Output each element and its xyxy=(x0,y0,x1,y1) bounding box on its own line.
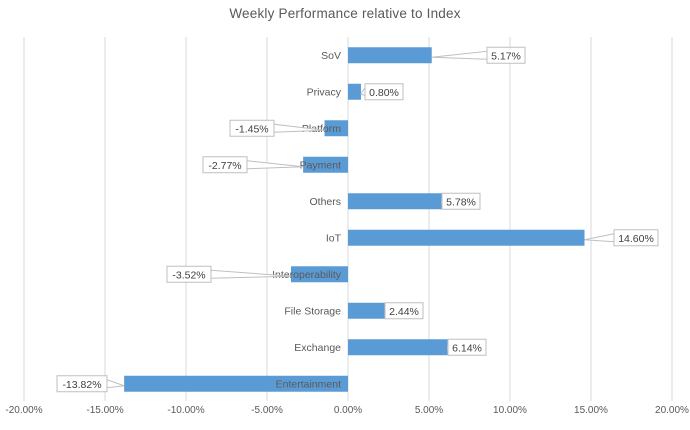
category-label-entertainment: Entertainment xyxy=(276,378,341,390)
x-tick-label: -5.00% xyxy=(251,405,283,416)
x-tick-label: 0.00% xyxy=(334,405,362,416)
x-tick-label: 15.00% xyxy=(574,405,608,416)
data-label-platform: -1.45% xyxy=(235,123,268,135)
leader-line xyxy=(360,86,366,97)
leader-line xyxy=(106,379,125,389)
data-label-box xyxy=(613,229,659,247)
leader-line xyxy=(584,233,615,243)
category-label-platform: Platform xyxy=(302,123,341,135)
bar-sov xyxy=(348,47,432,64)
category-label-exchange: Exchange xyxy=(294,342,341,354)
x-tick-label: -20.00% xyxy=(5,405,42,416)
data-label-box xyxy=(384,302,424,320)
category-label-iot: IoT xyxy=(326,232,342,244)
data-label-box xyxy=(166,265,212,283)
bar-privacy xyxy=(348,83,361,100)
data-label-payment: -2.77% xyxy=(208,160,241,172)
bar-payment xyxy=(303,156,348,173)
category-label-others: Others xyxy=(309,196,341,208)
category-label-file-storage: File Storage xyxy=(284,305,341,317)
bar-exchange xyxy=(348,339,448,356)
x-tick-label: 10.00% xyxy=(493,405,527,416)
data-label-others: 5.78% xyxy=(446,196,476,208)
x-tick-label: -15.00% xyxy=(86,405,123,416)
chart-title: Weekly Performance relative to Index xyxy=(229,6,461,21)
data-label-entertainment: -13.82% xyxy=(62,379,101,391)
data-label-sov: 5.17% xyxy=(491,50,521,62)
data-label-box xyxy=(447,338,487,356)
data-label-privacy: 0.80% xyxy=(369,87,399,99)
category-label-interoperability: Interoperability xyxy=(272,269,342,281)
bar-platform xyxy=(324,120,348,137)
data-label-exchange: 6.14% xyxy=(452,342,482,354)
data-label-box xyxy=(229,119,275,137)
x-tick-label: 5.00% xyxy=(415,405,443,416)
data-label-interoperability: -3.52% xyxy=(172,269,205,281)
data-label-iot: 14.60% xyxy=(618,233,654,245)
data-label-box xyxy=(56,375,108,393)
category-label-privacy: Privacy xyxy=(307,86,342,98)
bar-interoperability xyxy=(290,266,348,283)
leader-line xyxy=(246,160,304,170)
data-label-box xyxy=(486,46,526,64)
bar-iot xyxy=(348,229,585,246)
data-label-box xyxy=(202,156,248,174)
x-tick-label: 20.00% xyxy=(655,405,689,416)
data-label-box xyxy=(441,192,481,210)
data-label-box xyxy=(364,83,404,101)
bar-entertainment xyxy=(124,375,348,392)
bar-file-storage xyxy=(348,302,388,319)
leader-line xyxy=(431,50,488,60)
data-label-file-storage: 2.44% xyxy=(389,306,419,318)
x-tick-label: -10.00% xyxy=(167,405,204,416)
bar-others xyxy=(348,193,442,210)
category-label-sov: SoV xyxy=(321,50,341,62)
category-label-payment: Payment xyxy=(300,159,342,171)
